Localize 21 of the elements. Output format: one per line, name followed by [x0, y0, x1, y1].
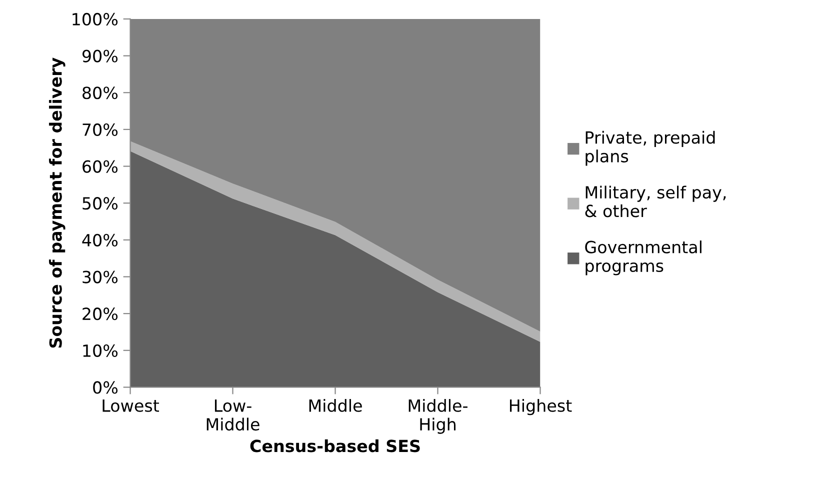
y-tick-label: 20%	[82, 308, 118, 320]
y-tick-label: 40%	[82, 234, 118, 246]
y-tick-label: 90%	[82, 50, 118, 62]
legend-label: Private, prepaid plans	[586, 130, 715, 166]
x-tick-label: Middle	[309, 399, 362, 412]
y-tick-label: 10%	[83, 344, 118, 357]
y-tick-label: 80%	[82, 86, 118, 100]
y-tick-label: 30%	[82, 270, 118, 284]
x-tick-label: Lowest	[102, 400, 160, 412]
legend-label: Governmental programs	[585, 240, 702, 276]
x-axis-title: Census-based SES	[250, 439, 420, 452]
y-tick-label: 100%	[72, 12, 118, 26]
y-tick-label: 0%	[93, 381, 118, 394]
legend-label: Military, self pay, & other	[585, 186, 726, 218]
x-tick-label: Highest	[510, 399, 572, 416]
x-tick-label: Middle- High	[408, 399, 468, 434]
y-tick-label: 60%	[82, 160, 118, 173]
x-tick-label: Low- Middle	[206, 400, 260, 431]
y-tick-label: 50%	[82, 197, 118, 210]
y-tick-label: 70%	[82, 123, 118, 136]
y-axis-title: Source of payment for delivery	[48, 58, 66, 348]
